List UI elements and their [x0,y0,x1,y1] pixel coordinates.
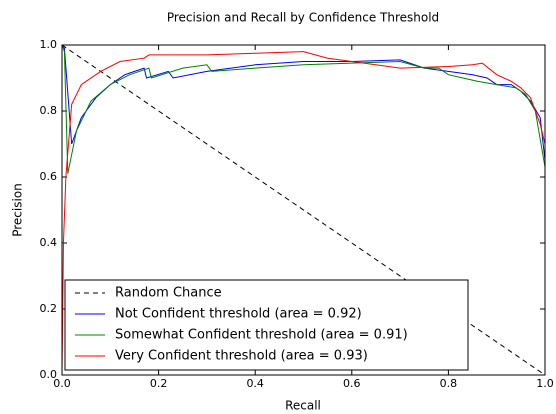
legend-label: Not Confident threshold (area = 0.92) [115,307,362,322]
legend-label: Very Confident threshold (area = 0.93) [115,349,368,364]
plot-frame [61,44,546,376]
y-tick-label: 0.0 [40,368,58,381]
y-tick-label: 1.0 [40,38,58,51]
x-tick-label: 0.0 [53,377,71,390]
y-tick-label: 0.2 [40,302,58,315]
x-tick-label: 0.2 [150,377,168,390]
series-line [61,44,546,161]
x-tick-label: 0.8 [440,377,458,390]
x-tick-label: 0.4 [246,377,264,390]
series-line [61,51,546,376]
legend-label: Random Chance [115,286,222,301]
y-tick-label: 0.6 [40,170,58,183]
x-axis-label: Recall [285,399,321,413]
x-tick-label: 1.0 [536,377,554,390]
y-tick-label: 0.4 [40,236,58,249]
legend: Random Chance Not Confident threshold (ar… [64,279,469,371]
legend-label: Somewhat Confident threshold (area = 0.9… [115,328,408,343]
legend-box [64,279,469,371]
x-tick-label: 0.6 [343,377,361,390]
chart-title: Precision and Recall by Confidence Thres… [167,11,439,25]
y-tick-label: 0.8 [40,104,58,117]
y-axis-label: Precision [11,183,25,237]
series-line [61,44,546,174]
